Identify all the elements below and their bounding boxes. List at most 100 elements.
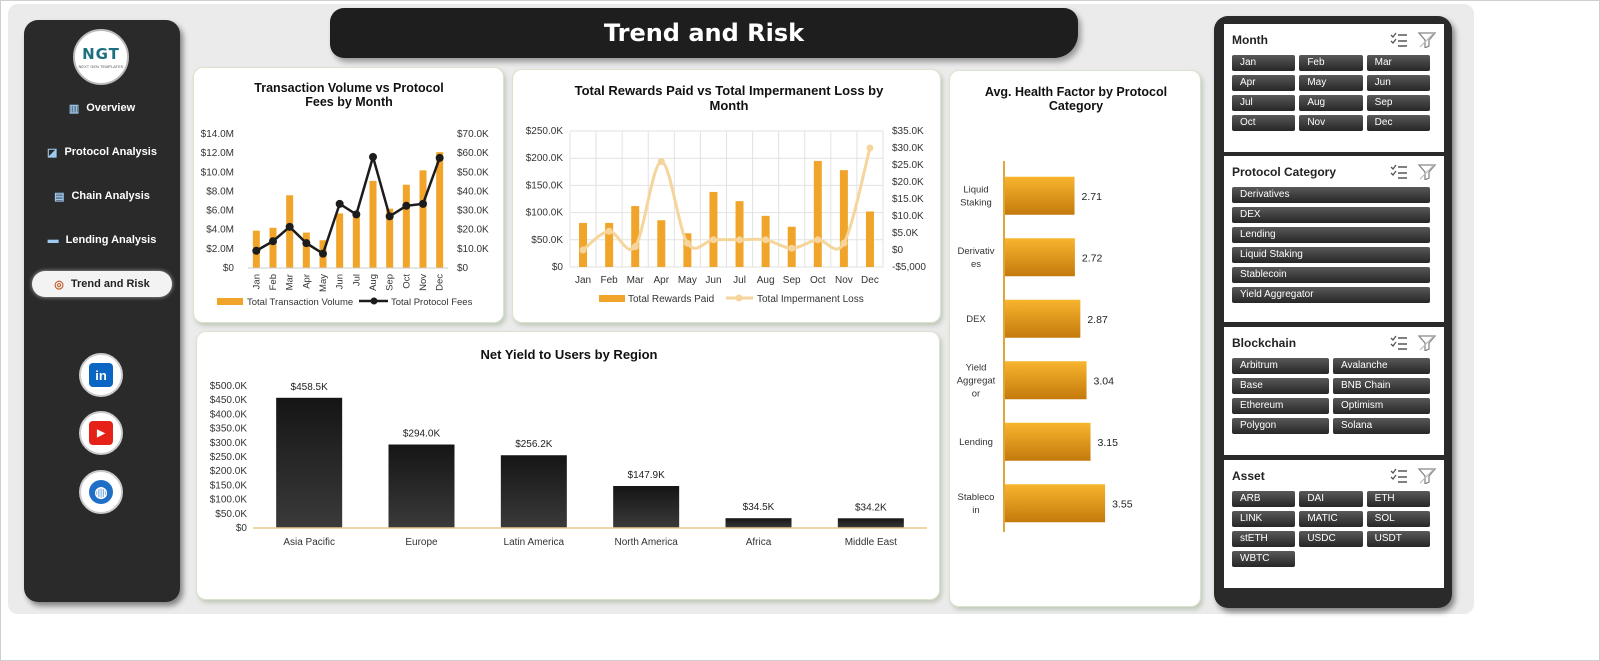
slicer-item[interactable]: Lending	[1232, 227, 1430, 243]
linkedin-button[interactable]: in	[79, 353, 123, 397]
multi-select-icon[interactable]	[1390, 32, 1408, 48]
slicer-item[interactable]: Stablecoin	[1232, 267, 1430, 283]
slicer-item[interactable]: Derivatives	[1232, 187, 1430, 203]
slicer-item[interactable]: WBTC	[1232, 551, 1296, 567]
slicer-item[interactable]: USDT	[1366, 531, 1430, 547]
title-line: Total Rewards Paid vs Total Impermanent …	[575, 83, 884, 98]
y-tick: $100.0K	[210, 495, 248, 506]
bar-volume	[436, 152, 444, 268]
slicer-item[interactable]: Aug	[1299, 95, 1363, 111]
y-right-tick: $20.0K	[892, 177, 924, 188]
slicer-item[interactable]: BNB Chain	[1333, 378, 1430, 394]
data-label: 2.72	[1082, 252, 1103, 264]
bar-net-yield	[613, 485, 680, 528]
slicer-item[interactable]: Solana	[1333, 418, 1430, 434]
slicer-item[interactable]: ETH	[1366, 491, 1430, 507]
category-label: Derivativ es	[958, 246, 995, 270]
youtube-button[interactable]: ▶	[79, 411, 123, 455]
chart-card-volume-fees: Transaction Volume vs Protocol Fees by Mo…	[193, 67, 504, 323]
point-fees	[335, 199, 344, 208]
y-left-tick: $6.0M	[206, 206, 234, 217]
bar-rewards	[839, 170, 848, 267]
slicer-item[interactable]: DAI	[1299, 491, 1363, 507]
y-left-tick: $0	[223, 263, 235, 274]
slicer-title: Month	[1232, 33, 1268, 47]
clear-filter-icon[interactable]	[1418, 468, 1436, 484]
slicer-item[interactable]: Jan	[1232, 55, 1296, 71]
category-label: Stableco in	[958, 492, 995, 516]
y-left-tick: $14.0M	[201, 129, 234, 140]
slicer-item[interactable]: LINK	[1232, 511, 1296, 527]
slicer-item[interactable]: Optimism	[1333, 398, 1430, 414]
bar-net-yield	[276, 397, 343, 528]
point-impermanent-loss	[840, 239, 848, 247]
slicer-item[interactable]: DEX	[1232, 207, 1430, 223]
bar-chart-icon: ▥	[68, 102, 80, 115]
x-tick: Middle East	[845, 537, 897, 548]
slicer-item[interactable]: Arbitrum	[1232, 358, 1329, 374]
slicer-item[interactable]: Avalanche	[1333, 358, 1430, 374]
x-tick: Dec	[861, 275, 879, 286]
nav-trend-and-risk[interactable]: ◎ Trend and Risk	[32, 271, 172, 297]
point-impermanent-loss	[709, 236, 717, 244]
slicer-item[interactable]: Polygon	[1232, 418, 1329, 434]
bar-volume	[352, 211, 360, 268]
y-right-tick: $30.0K	[892, 143, 924, 154]
slicer-item[interactable]: MATIC	[1299, 511, 1363, 527]
slicer-item[interactable]: Base	[1232, 378, 1329, 394]
category-line: or	[972, 388, 980, 399]
slicer-item[interactable]: May	[1299, 75, 1363, 91]
slicer-item[interactable]: USDC	[1299, 531, 1363, 547]
chart-svg: Avg. Health Factor by Protocol Category 2.…	[957, 85, 1167, 532]
point-fees	[402, 201, 411, 210]
slicer-item[interactable]: Liquid Staking	[1232, 247, 1430, 263]
slicer-blockchain: Blockchain Arbitrum Avalanche Base BNB Chain…	[1224, 327, 1444, 455]
slicer-item[interactable]: Jul	[1232, 95, 1296, 111]
y-right-tick: $60.0K	[457, 148, 489, 159]
slicer-item[interactable]: Sep	[1366, 95, 1430, 111]
slicer-title: Asset	[1232, 469, 1265, 483]
x-tick: Apr	[654, 275, 670, 286]
slicer-item[interactable]: Dec	[1366, 115, 1430, 131]
nav-protocol-analysis[interactable]: ◪ Protocol Analysis	[32, 139, 172, 165]
data-label: 2.87	[1087, 314, 1108, 326]
slicer-item[interactable]: Mar	[1366, 55, 1430, 71]
slicer-item[interactable]: Oct	[1232, 115, 1296, 131]
multi-select-icon[interactable]	[1390, 164, 1408, 180]
multi-select-icon[interactable]	[1390, 335, 1408, 351]
y-left-tick: $0	[552, 262, 564, 273]
slicer-item[interactable]: SOL	[1366, 511, 1430, 527]
x-tick: Sep	[385, 274, 396, 291]
point-fees	[252, 246, 261, 255]
multi-select-icon[interactable]	[1390, 468, 1408, 484]
point-impermanent-loss	[866, 144, 874, 152]
slicer-item[interactable]: Jun	[1366, 75, 1430, 91]
clear-filter-icon[interactable]	[1418, 164, 1436, 180]
nav-chain-analysis[interactable]: ▤ Chain Analysis	[32, 183, 172, 209]
slicer-item[interactable]: stETH	[1232, 531, 1296, 547]
nav-overview[interactable]: ▥ Overview	[32, 95, 172, 121]
point-impermanent-loss	[762, 236, 770, 244]
clipboard-icon: ▤	[54, 190, 65, 203]
slicer-item[interactable]: Yield Aggregator	[1232, 287, 1430, 303]
website-button[interactable]: ◍	[79, 470, 123, 514]
x-tick: Jun	[705, 275, 721, 286]
nav-label: Overview	[86, 102, 136, 114]
slicer-item[interactable]: ARB	[1232, 491, 1296, 507]
chart-card-net-yield: Net Yield to Users by Region $0 $50.0K $100…	[196, 331, 940, 600]
nav-lending-analysis[interactable]: ▬ Lending Analysis	[32, 227, 172, 253]
slicer-item[interactable]: Feb	[1299, 55, 1363, 71]
y-right-tick: $20.0K	[457, 225, 489, 236]
slicer-item[interactable]: Nov	[1299, 115, 1363, 131]
category-line: es	[971, 259, 981, 270]
slicer-header: Protocol Category	[1232, 162, 1436, 182]
bar-volume	[386, 208, 394, 268]
slicer-item[interactable]: Apr	[1232, 75, 1296, 91]
clear-filter-icon[interactable]	[1418, 335, 1436, 351]
point-impermanent-loss	[788, 244, 796, 252]
x-tick: Oct	[401, 274, 412, 289]
clear-filter-icon[interactable]	[1418, 32, 1436, 48]
legend-marker-fees	[370, 297, 378, 305]
slicer-item[interactable]: Ethereum	[1232, 398, 1329, 414]
y-right-tick: $35.0K	[892, 126, 924, 137]
